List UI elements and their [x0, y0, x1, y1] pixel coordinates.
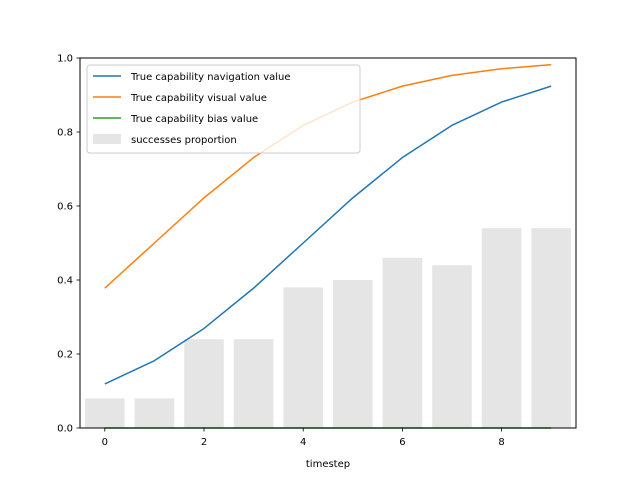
legend: True capability navigation value True cap… [86, 64, 361, 154]
y-tick-label: 0.0 [57, 424, 73, 435]
bar [531, 228, 572, 428]
legend-label: True capability navigation value [130, 72, 291, 83]
x-tick-label: 6 [399, 437, 405, 448]
legend-label: successes proportion [131, 135, 237, 146]
bar [184, 339, 224, 428]
y-tick-label: 1.0 [57, 54, 73, 65]
y-tick-label: 0.2 [57, 350, 73, 361]
bar [283, 287, 324, 428]
bar [134, 398, 175, 428]
x-axis-label: timestep [306, 459, 350, 470]
y-tick-label: 0.8 [57, 128, 73, 139]
legend-box [86, 64, 361, 154]
legend-label: True capability bias value [130, 114, 258, 125]
bar [382, 257, 423, 428]
bar [84, 398, 125, 428]
bars-layer [84, 228, 572, 428]
x-tick-label: 8 [498, 437, 504, 448]
y-tick-label: 0.4 [57, 276, 73, 287]
x-tick-label: 2 [201, 437, 207, 448]
x-tick-label: 4 [300, 437, 306, 448]
legend-label: True capability visual value [130, 93, 267, 104]
y-tick-label: 0.6 [57, 202, 73, 213]
bar [233, 339, 274, 428]
series-line [104, 85, 552, 385]
x-axis-ticks: 0 2 4 6 8 [102, 428, 505, 448]
x-tick-label: 0 [102, 437, 108, 448]
bar [481, 228, 522, 428]
axes-frame [79, 57, 577, 429]
bar [432, 265, 472, 428]
y-axis-ticks: 0.0 0.2 0.4 0.6 0.8 1.0 [57, 54, 80, 435]
legend-swatch [93, 134, 121, 144]
bar [332, 280, 373, 428]
